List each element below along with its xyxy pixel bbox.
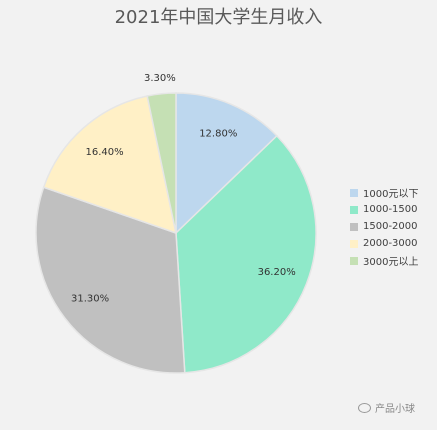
watermark: 产品小球: [358, 400, 415, 415]
chart-legend: 1000元以下 1000-1500 1500-2000 2000-3000 3000元以…: [350, 184, 418, 269]
legend-item: 2000-3000: [350, 235, 418, 252]
legend-item: 3000元以上: [350, 252, 418, 269]
wechat-icon: [358, 402, 371, 413]
data-label: 12.80%: [199, 129, 237, 140]
data-label: 3.30%: [144, 73, 176, 84]
pie-slice: [175, 92, 278, 235]
legend-swatch: [350, 188, 358, 197]
pie-slice: [35, 186, 186, 374]
legend-label: 1000元以下: [363, 189, 419, 200]
pie-slices: [35, 92, 317, 374]
legend-label: 2000-3000: [363, 238, 418, 249]
pie-data-labels: 12.80% 36.20% 31.30% 16.40% 3.30%: [71, 73, 296, 305]
legend-item: 1000-1500: [350, 201, 418, 218]
data-label: 36.20%: [258, 267, 296, 278]
data-label: 16.40%: [86, 147, 124, 158]
watermark-text: 产品小球: [375, 404, 415, 415]
legend-swatch: [350, 256, 358, 265]
chart-title: 2021年中国大学生月收入: [114, 7, 323, 28]
legend-item: 1500-2000: [350, 218, 418, 235]
data-label: 31.30%: [71, 293, 109, 304]
legend-swatch: [350, 239, 358, 248]
pie-slice: [146, 92, 177, 234]
legend-label: 1500-2000: [363, 221, 418, 232]
legend-swatch: [350, 205, 358, 214]
legend-label: 1000-1500: [363, 204, 418, 215]
legend-item: 1000元以下: [350, 184, 418, 201]
legend-swatch: [350, 222, 358, 231]
pie-slice: [42, 95, 178, 235]
pie-slice: [175, 134, 317, 374]
legend-label: 3000元以上: [363, 257, 419, 268]
